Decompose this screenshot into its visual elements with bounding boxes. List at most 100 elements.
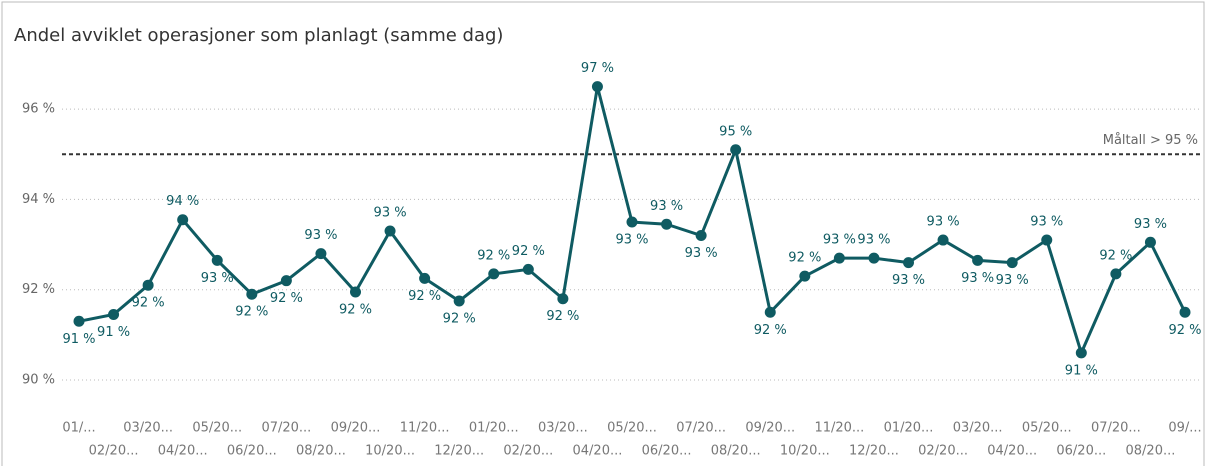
point — [384, 225, 396, 237]
x-tick-label: 08/20... — [1126, 444, 1176, 459]
point — [280, 275, 292, 287]
x-tick-label: 03/20... — [123, 421, 173, 436]
x-tick-label: 01/20... — [469, 421, 519, 436]
point — [177, 214, 189, 226]
x-tick-label: 08/20... — [711, 444, 761, 459]
data-label: 92 % — [1099, 248, 1132, 263]
point — [661, 218, 673, 230]
data-label: 93 % — [685, 246, 718, 261]
data-label: 93 % — [857, 233, 890, 248]
x-tick-label: 12/20... — [849, 444, 899, 459]
x-tick-label: 06/20... — [642, 444, 692, 459]
x-tick-label: 04/20... — [987, 444, 1037, 459]
data-label: 92 % — [339, 302, 372, 317]
data-label: 93 % — [823, 233, 856, 248]
data-label: 92 % — [477, 248, 510, 263]
data-label: 92 % — [754, 323, 787, 338]
x-tick-label: 03/20... — [538, 421, 588, 436]
point — [108, 309, 120, 321]
x-tick-label: 02/20... — [503, 444, 553, 459]
data-label: 92 % — [512, 244, 545, 259]
data-label: 92 % — [788, 251, 821, 266]
data-label: 93 % — [1134, 217, 1167, 232]
point — [730, 144, 742, 156]
point — [557, 293, 569, 305]
y-tick-label: 94 % — [22, 192, 55, 207]
x-tick-label: 09/... — [1168, 421, 1201, 436]
data-label: 92 % — [408, 289, 441, 304]
data-label: 92 % — [546, 309, 579, 324]
data-label: 93 % — [650, 199, 683, 214]
point — [522, 263, 534, 275]
point — [1179, 306, 1191, 318]
x-tick-label: 10/20... — [780, 444, 830, 459]
x-tick-label: 12/20... — [434, 444, 484, 459]
data-label: 92 % — [235, 305, 268, 320]
x-tick-label: 07/20... — [261, 421, 311, 436]
point — [695, 230, 707, 242]
x-tick-label: 01/20... — [884, 421, 934, 436]
x-tick-label: 07/20... — [1091, 421, 1141, 436]
point — [868, 252, 880, 264]
point — [1110, 268, 1122, 280]
data-label: 91 % — [62, 332, 95, 347]
y-tick-label: 92 % — [22, 282, 55, 297]
data-label: 93 % — [996, 273, 1029, 288]
x-tick-label: 04/20... — [573, 444, 623, 459]
x-tick-label: 04/20... — [158, 444, 208, 459]
point — [937, 234, 949, 246]
point — [833, 252, 845, 264]
target-label: Måltall > 95 % — [1103, 133, 1198, 148]
point — [453, 295, 465, 307]
y-tick-label: 90 % — [22, 372, 55, 387]
point — [591, 81, 603, 93]
data-label: 91 % — [1065, 363, 1098, 378]
data-label: 93 % — [615, 233, 648, 248]
point — [419, 272, 431, 284]
point — [350, 286, 361, 298]
point — [73, 315, 85, 327]
data-label: 93 % — [201, 271, 234, 286]
data-label: 95 % — [719, 124, 752, 139]
data-label: 92 % — [132, 296, 165, 311]
point — [1006, 257, 1018, 269]
x-tick-label: 09/20... — [745, 421, 795, 436]
x-tick-label: 11/20... — [400, 421, 450, 436]
x-tick-label: 10/20... — [365, 444, 415, 459]
data-label: 92 % — [443, 311, 476, 326]
data-label: 93 % — [374, 206, 407, 221]
x-tick-label: 02/20... — [918, 444, 968, 459]
x-tick-label: 08/20... — [296, 444, 346, 459]
x-tick-label: 05/20... — [607, 421, 657, 436]
point — [142, 279, 154, 291]
point — [1041, 234, 1053, 246]
point — [488, 268, 500, 280]
data-label: 93 % — [927, 215, 960, 230]
point — [211, 254, 223, 266]
data-label: 97 % — [581, 61, 614, 76]
point — [1075, 347, 1087, 359]
point — [972, 254, 984, 266]
x-tick-label: 03/20... — [953, 421, 1003, 436]
data-label: 93 % — [892, 273, 925, 288]
x-tick-label: 11/20... — [814, 421, 864, 436]
data-label: 92 % — [1168, 323, 1201, 338]
data-label: 94 % — [166, 194, 199, 209]
x-tick-label: 06/20... — [1056, 444, 1106, 459]
y-tick-label: 96 % — [22, 102, 55, 117]
data-label: 92 % — [270, 291, 303, 306]
x-tick-label: 07/20... — [676, 421, 726, 436]
data-label: 93 % — [304, 228, 337, 243]
x-tick-label: 05/20... — [192, 421, 242, 436]
point — [799, 270, 811, 282]
point — [246, 288, 258, 300]
x-tick-label: 02/20... — [89, 444, 139, 459]
data-label: 93 % — [1030, 215, 1063, 230]
data-label: 91 % — [97, 325, 130, 340]
x-tick-label: 09/20... — [331, 421, 381, 436]
data-label: 93 % — [961, 271, 994, 286]
point — [315, 248, 327, 260]
point — [903, 257, 914, 269]
